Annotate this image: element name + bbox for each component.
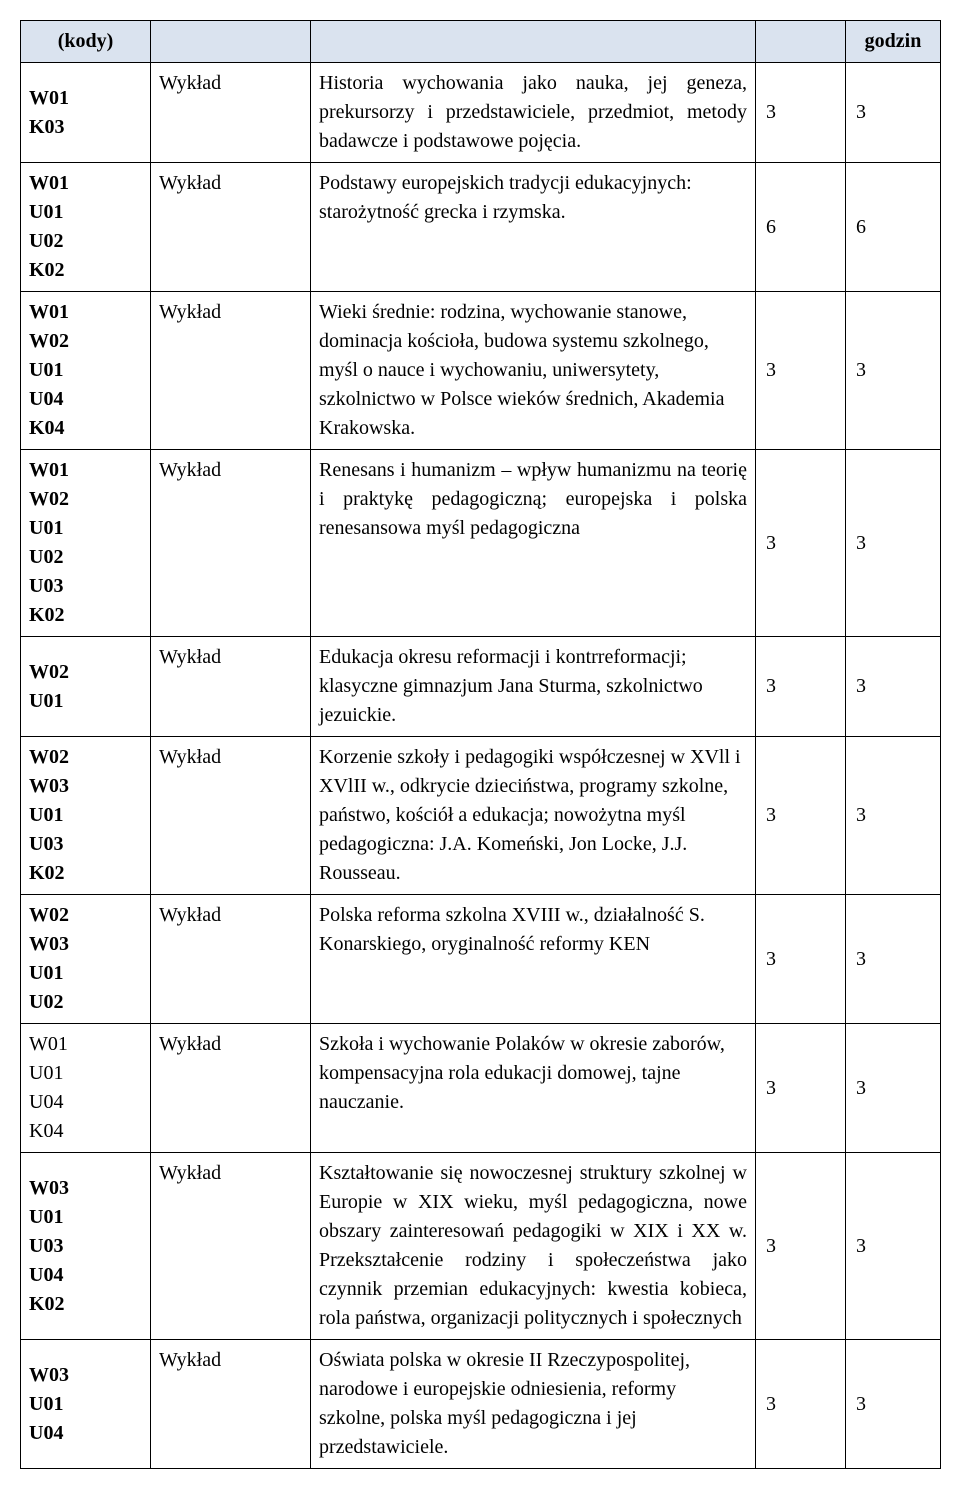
- hours-2-cell: 3: [846, 737, 941, 895]
- hours-1-cell: 3: [756, 1340, 846, 1469]
- table-row: W02 U01WykładEdukacja okresu reformacji …: [21, 637, 941, 737]
- syllabus-table: (kody) godzin W01 K03WykładHistoria wych…: [20, 20, 941, 1469]
- table-header-row: (kody) godzin: [21, 21, 941, 63]
- description-cell: Korzenie szkoły i pedagogiki współczesne…: [311, 737, 756, 895]
- codes-cell: W01 U01 U02 K02: [21, 163, 151, 292]
- hours-2-cell: 3: [846, 1340, 941, 1469]
- hours-2-cell: 3: [846, 450, 941, 637]
- hours-1-cell: 3: [756, 292, 846, 450]
- type-cell: Wykład: [151, 1153, 311, 1340]
- header-empty-2: [311, 21, 756, 63]
- codes-cell: W03 U01 U03 U04 K02: [21, 1153, 151, 1340]
- type-cell: Wykład: [151, 895, 311, 1024]
- type-cell: Wykład: [151, 450, 311, 637]
- hours-2-cell: 3: [846, 1024, 941, 1153]
- type-cell: Wykład: [151, 163, 311, 292]
- codes-cell: W02 U01: [21, 637, 151, 737]
- hours-1-cell: 3: [756, 637, 846, 737]
- table-row: W01 W02 U01 U02 U03 K02WykładRenesans i …: [21, 450, 941, 637]
- hours-1-cell: 3: [756, 1024, 846, 1153]
- description-cell: Szkoła i wychowanie Polaków w okresie za…: [311, 1024, 756, 1153]
- hours-2-cell: 3: [846, 637, 941, 737]
- codes-cell: W01 W02 U01 U02 U03 K02: [21, 450, 151, 637]
- hours-1-cell: 3: [756, 895, 846, 1024]
- description-cell: Renesans i humanizm – wpływ humanizmu na…: [311, 450, 756, 637]
- hours-1-cell: 6: [756, 163, 846, 292]
- description-cell: Edukacja okresu reformacji i kontrreform…: [311, 637, 756, 737]
- type-cell: Wykład: [151, 63, 311, 163]
- table-row: W01 K03WykładHistoria wychowania jako na…: [21, 63, 941, 163]
- hours-1-cell: 3: [756, 737, 846, 895]
- hours-1-cell: 3: [756, 1153, 846, 1340]
- header-godzin: godzin: [846, 21, 941, 63]
- hours-2-cell: 3: [846, 895, 941, 1024]
- type-cell: Wykład: [151, 1340, 311, 1469]
- table-row: W01 U01 U04 K04WykładSzkoła i wychowanie…: [21, 1024, 941, 1153]
- type-cell: Wykład: [151, 737, 311, 895]
- description-cell: Kształtowanie się nowoczesnej struktury …: [311, 1153, 756, 1340]
- table-row: W03 U01 U03 U04 K02WykładKształtowanie s…: [21, 1153, 941, 1340]
- description-cell: Polska reforma szkolna XVIII w., działal…: [311, 895, 756, 1024]
- table-row: W03 U01 U04WykładOświata polska w okresi…: [21, 1340, 941, 1469]
- hours-2-cell: 3: [846, 63, 941, 163]
- codes-cell: W03 U01 U04: [21, 1340, 151, 1469]
- description-cell: Wieki średnie: rodzina, wychowanie stano…: [311, 292, 756, 450]
- description-cell: Podstawy europejskich tradycji edukacyjn…: [311, 163, 756, 292]
- codes-cell: W01 U01 U04 K04: [21, 1024, 151, 1153]
- type-cell: Wykład: [151, 1024, 311, 1153]
- codes-cell: W01 K03: [21, 63, 151, 163]
- table-row: W02 W03 U01 U03 K02WykładKorzenie szkoły…: [21, 737, 941, 895]
- header-empty-3: [756, 21, 846, 63]
- table-row: W01 W02 U01 U04 K04WykładWieki średnie: …: [21, 292, 941, 450]
- codes-cell: W02 W03 U01 U02: [21, 895, 151, 1024]
- codes-cell: W02 W03 U01 U03 K02: [21, 737, 151, 895]
- table-row: W01 U01 U02 K02WykładPodstawy europejski…: [21, 163, 941, 292]
- table-body: W01 K03WykładHistoria wychowania jako na…: [21, 63, 941, 1469]
- header-kody: (kody): [21, 21, 151, 63]
- header-empty-1: [151, 21, 311, 63]
- codes-cell: W01 W02 U01 U04 K04: [21, 292, 151, 450]
- description-cell: Oświata polska w okresie II Rzeczypospol…: [311, 1340, 756, 1469]
- hours-2-cell: 6: [846, 163, 941, 292]
- table-row: W02 W03 U01 U02WykładPolska reforma szko…: [21, 895, 941, 1024]
- hours-1-cell: 3: [756, 63, 846, 163]
- type-cell: Wykład: [151, 292, 311, 450]
- type-cell: Wykład: [151, 637, 311, 737]
- description-cell: Historia wychowania jako nauka, jej gene…: [311, 63, 756, 163]
- hours-1-cell: 3: [756, 450, 846, 637]
- hours-2-cell: 3: [846, 1153, 941, 1340]
- hours-2-cell: 3: [846, 292, 941, 450]
